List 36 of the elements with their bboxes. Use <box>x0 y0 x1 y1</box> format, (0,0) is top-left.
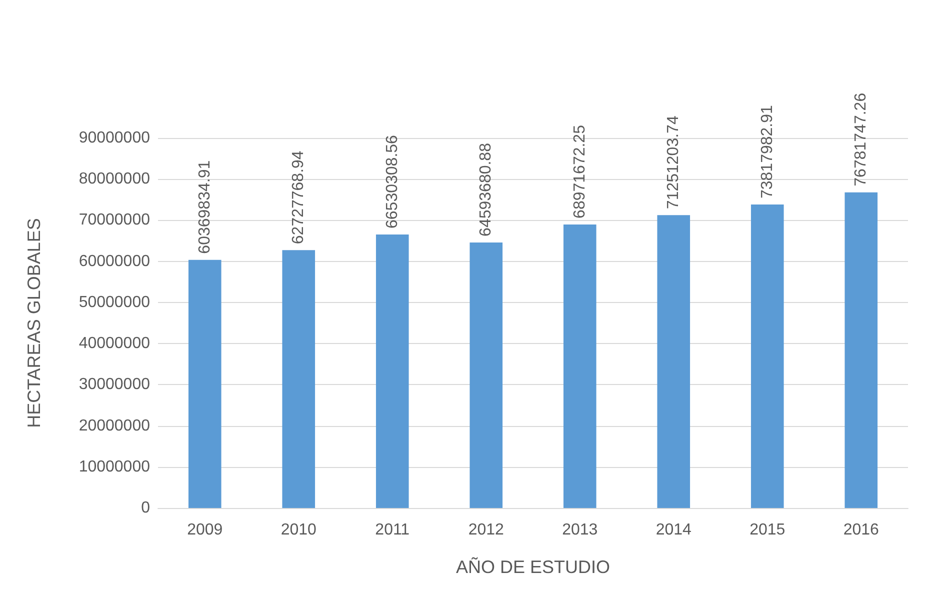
bar <box>657 215 690 508</box>
y-tick-label: 90000000 <box>78 130 150 146</box>
data-label: 66530308.56 <box>384 134 401 228</box>
data-label: 64593680.88 <box>478 142 495 236</box>
x-tick-label: 2010 <box>280 522 317 538</box>
bar <box>188 260 222 508</box>
data-label: 60369834.91 <box>196 160 214 254</box>
bar <box>750 204 784 508</box>
data-label: 73817982.91 <box>758 104 776 199</box>
data-label: 71251203.74 <box>665 116 682 210</box>
bar <box>563 224 596 508</box>
y-tick-label: 50000000 <box>78 294 150 311</box>
y-tick-label: 70000000 <box>78 212 150 229</box>
y-tick-label: 80000000 <box>78 170 150 188</box>
y-tick-label: 10000000 <box>78 458 150 476</box>
bar <box>376 234 409 508</box>
bar <box>844 192 878 508</box>
x-tick-label: 2014 <box>656 522 692 538</box>
y-tick-label: 30000000 <box>78 376 150 394</box>
y-axis-title: HECTAREAS GLOBALES <box>24 218 44 428</box>
data-label: 68971672.25 <box>571 124 588 218</box>
y-tick-label: 60000000 <box>78 252 150 270</box>
y-tick-label: 20000000 <box>78 417 150 434</box>
y-tick-label: 0 <box>141 500 150 516</box>
x-tick-label: 2016 <box>843 522 880 538</box>
x-tick-label: 2011 <box>375 522 410 538</box>
data-label: 76781747.26 <box>852 92 870 186</box>
x-axis-title: AÑO DE ESTUDIO <box>456 557 610 577</box>
bar <box>470 242 503 508</box>
bar <box>282 250 316 508</box>
x-tick-label: 2015 <box>750 522 786 538</box>
y-tick-label: 40000000 <box>78 335 150 352</box>
data-label: 62727768.94 <box>290 150 308 244</box>
x-tick-label: 2013 <box>562 522 598 538</box>
x-tick-label: 2009 <box>187 522 223 538</box>
x-tick-label: 2012 <box>468 522 504 538</box>
